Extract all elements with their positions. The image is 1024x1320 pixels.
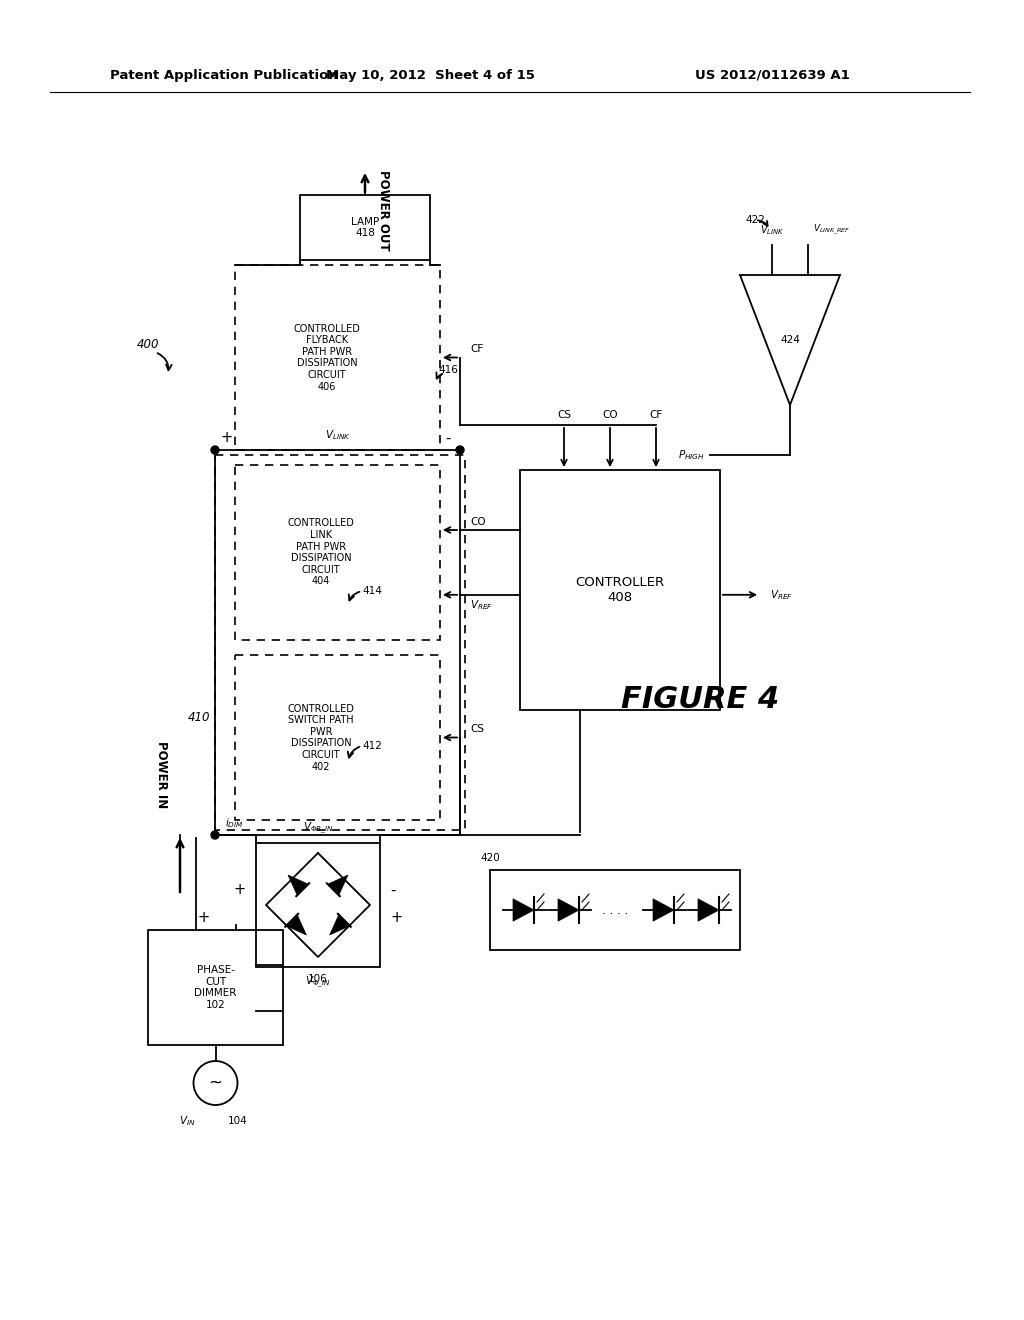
Polygon shape [288, 875, 308, 895]
Text: CONTROLLED
SWITCH PATH
PWR
DISSIPATION
CIRCUIT
402: CONTROLLED SWITCH PATH PWR DISSIPATION C… [288, 704, 354, 771]
Bar [490, 870, 740, 950]
Text: $V_{REF}$: $V_{REF}$ [770, 587, 793, 602]
Text: -: - [390, 883, 395, 898]
Text: US 2012/0112639 A1: US 2012/0112639 A1 [695, 69, 850, 82]
Polygon shape [513, 899, 534, 921]
Text: FIGURE 4: FIGURE 4 [621, 685, 779, 714]
Text: 424: 424 [780, 335, 800, 345]
Text: POWER IN: POWER IN [156, 742, 169, 809]
Text: $V_{LINK\_REF}$: $V_{LINK\_REF}$ [813, 223, 851, 238]
Text: +: + [198, 911, 210, 925]
Text: CF: CF [649, 411, 663, 420]
Text: May 10, 2012  Sheet 4 of 15: May 10, 2012 Sheet 4 of 15 [326, 69, 535, 82]
Text: $V_{LINK}$: $V_{LINK}$ [760, 223, 784, 236]
Polygon shape [330, 915, 350, 935]
Text: 400: 400 [137, 338, 160, 351]
Text: CONTROLLED
FLYBACK
PATH PWR
DISSIPATION
CIRCUIT
406: CONTROLLED FLYBACK PATH PWR DISSIPATION … [294, 323, 360, 392]
Text: . . . .: . . . . [602, 903, 628, 916]
Text: 412: 412 [362, 741, 382, 751]
Text: +: + [390, 909, 402, 924]
Polygon shape [286, 915, 306, 935]
Bar [300, 195, 430, 260]
Text: 416: 416 [438, 366, 458, 375]
Text: +: + [233, 883, 246, 898]
Bar [148, 931, 283, 1045]
Text: POWER OUT: POWER OUT [377, 170, 389, 251]
Text: PHASE-
CUT
DIMMER
102: PHASE- CUT DIMMER 102 [195, 965, 237, 1010]
Text: $V_{LINK}$: $V_{LINK}$ [325, 428, 350, 442]
Bar [215, 455, 465, 830]
Text: -: - [445, 430, 451, 446]
Text: Patent Application Publication: Patent Application Publication [110, 69, 338, 82]
Text: 420: 420 [480, 853, 500, 863]
Polygon shape [653, 899, 674, 921]
Text: CONTROLLER
408: CONTROLLER 408 [575, 576, 665, 605]
Circle shape [211, 446, 219, 454]
Text: $V_{IN}$: $V_{IN}$ [179, 1114, 196, 1127]
Bar [520, 470, 720, 710]
Text: 106: 106 [308, 974, 328, 983]
Bar [256, 843, 380, 968]
Text: $V_{REF}$: $V_{REF}$ [470, 598, 493, 611]
Circle shape [211, 832, 219, 840]
Text: CS: CS [470, 725, 484, 734]
Text: ~: ~ [209, 1074, 222, 1092]
Text: $V_{\Phi\_IN}$: $V_{\Phi\_IN}$ [305, 974, 331, 990]
Polygon shape [328, 875, 348, 895]
Text: LAMP
418: LAMP 418 [351, 216, 379, 239]
Bar [234, 655, 440, 820]
Text: 410: 410 [187, 711, 210, 723]
Text: 422: 422 [745, 215, 765, 224]
Text: $V_{\Phi R\_IN}$: $V_{\Phi R\_IN}$ [302, 821, 334, 836]
Bar [234, 465, 440, 640]
Bar [234, 265, 440, 450]
Circle shape [456, 446, 464, 454]
Polygon shape [698, 899, 719, 921]
Text: $i_{DIM}$: $i_{DIM}$ [225, 816, 244, 830]
Text: CO: CO [470, 517, 485, 527]
Polygon shape [558, 899, 579, 921]
Text: 104: 104 [227, 1115, 247, 1126]
Text: CONTROLLED
LINK
PATH PWR
DISSIPATION
CIRCUIT
404: CONTROLLED LINK PATH PWR DISSIPATION CIR… [288, 519, 354, 586]
Text: 414: 414 [362, 586, 382, 597]
Text: CS: CS [557, 411, 571, 420]
Text: +: + [221, 430, 233, 446]
Text: CF: CF [470, 345, 483, 355]
Text: $P_{HIGH}$: $P_{HIGH}$ [678, 447, 705, 462]
Text: CO: CO [602, 411, 617, 420]
